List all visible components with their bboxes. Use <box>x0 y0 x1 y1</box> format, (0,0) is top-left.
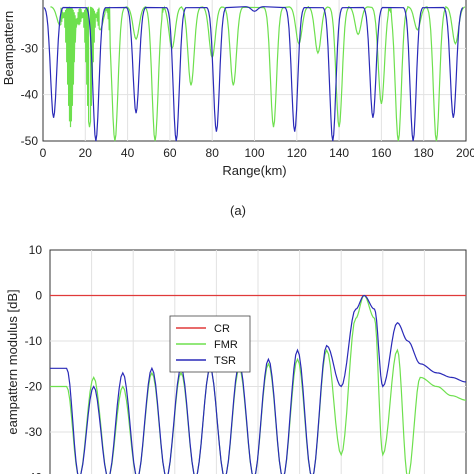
legend-items: CR FMR TSR <box>176 323 238 367</box>
top-y-tick-labels: -30 -40 -50 <box>21 41 39 148</box>
top-x-tick-labels: 0 20 40 60 80 100 120 140 160 180 200 <box>40 146 474 160</box>
bottom-y-tick-label: -40 <box>25 471 43 474</box>
top-x-tick-label: 160 <box>371 146 391 160</box>
bottom-y-axis-label: eampattern modulus [dB] <box>5 289 20 434</box>
top-x-tick-label: 60 <box>163 146 177 160</box>
legend-label-cr: CR <box>214 323 230 335</box>
bottom-y-tick-label: -30 <box>25 425 43 439</box>
top-x-tick-label: 180 <box>414 146 434 160</box>
top-x-tick-label: 20 <box>79 146 93 160</box>
top-chart-panel: -30 -40 -50 0 20 40 60 80 100 120 140 160 180 200 Ra… <box>1 0 474 178</box>
legend-label-fmr: FMR <box>214 339 238 351</box>
legend-label-tsr: TSR <box>214 355 236 367</box>
bottom-series-line-tsr <box>50 294 467 474</box>
top-x-tick-label: 120 <box>287 146 307 160</box>
top-x-tick-label: 200 <box>456 146 474 160</box>
bottom-y-tick-label: 0 <box>35 289 42 303</box>
top-x-tick-label: 0 <box>40 146 47 160</box>
bottom-y-tick-labels: 10 0 -10 -20 -30 -40 <box>25 243 43 474</box>
top-y-axis-label: Beampattern <box>1 11 16 85</box>
top-x-tick-label: 40 <box>121 146 135 160</box>
bottom-chart-panel: 100-10-20-30-40 eampattern modulus [dB] … <box>5 243 467 474</box>
top-y-tick-label: -30 <box>21 41 39 55</box>
top-y-tick-label: -50 <box>21 134 39 148</box>
bottom-y-tick-label: -10 <box>25 334 43 348</box>
top-x-axis-label: Range(km) <box>222 163 286 178</box>
figure-caption: (a) <box>230 203 246 218</box>
bottom-y-tick-label: -20 <box>25 380 43 394</box>
top-y-tick-label: -40 <box>21 88 39 102</box>
top-series-group <box>43 5 466 142</box>
bottom-series-line-fmr <box>50 294 467 474</box>
bottom-series-group <box>50 294 467 474</box>
top-x-tick-label: 80 <box>206 146 220 160</box>
legend: CR FMR TSR <box>169 315 251 373</box>
top-series-line-1 <box>50 5 466 142</box>
bottom-y-tick-label: 10 <box>29 243 43 257</box>
top-series-line-2 <box>43 6 464 142</box>
top-x-tick-label: 100 <box>244 146 264 160</box>
top-x-tick-label: 140 <box>329 146 349 160</box>
